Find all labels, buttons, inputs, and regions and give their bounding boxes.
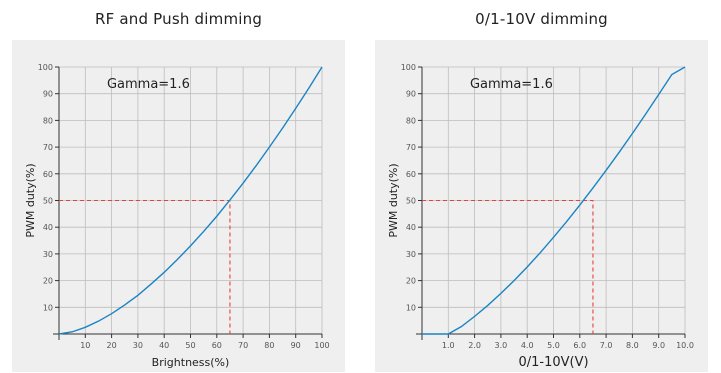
y-tick-label: 90 bbox=[406, 90, 416, 99]
x-tick-label: 70 bbox=[238, 341, 248, 350]
x-tick-label: 10.0 bbox=[676, 341, 694, 350]
y-tick-label: 50 bbox=[43, 197, 53, 206]
x-tick-label: 9.0 bbox=[652, 341, 665, 350]
x-tick-label: 3.0 bbox=[495, 341, 508, 350]
x-tick-label: 8.0 bbox=[626, 341, 639, 350]
reference-guide-line bbox=[59, 199, 231, 334]
x-axis-title: Brightness(%) bbox=[152, 356, 230, 369]
x-tick-label: 80 bbox=[264, 341, 274, 350]
x-tick-label: 50 bbox=[185, 341, 195, 350]
x-tick-label: 10 bbox=[80, 341, 90, 350]
x-tick-label: 6.0 bbox=[573, 341, 586, 350]
x-tick-label: 100 bbox=[314, 341, 329, 350]
reference-guide-line bbox=[422, 199, 594, 334]
y-tick-label: 70 bbox=[43, 143, 53, 152]
y-tick-label: 40 bbox=[43, 223, 53, 232]
y-tick-label: 30 bbox=[406, 250, 416, 259]
y-tick-label: 20 bbox=[406, 277, 416, 286]
y-tick-label: 100 bbox=[401, 63, 416, 72]
gamma-annotation: Gamma=1.6 bbox=[107, 77, 190, 92]
chart-panel-rf-push: 10 20 30 40 50 60 70 80 90 100 10 20 30 40 50 60 70 80 90 1… bbox=[12, 40, 345, 372]
x-tick-label: 60 bbox=[212, 341, 222, 350]
x-tick-label: 90 bbox=[291, 341, 301, 350]
x-tick-label: 30 bbox=[133, 341, 143, 350]
y-tick-label: 40 bbox=[406, 223, 416, 232]
y-tick-label: 80 bbox=[43, 116, 53, 125]
series-line-pwm-duty bbox=[58, 66, 323, 335]
y-axis-title: PWM duty(%) bbox=[24, 163, 37, 237]
y-tick-label: 60 bbox=[406, 170, 416, 179]
y-tick-label: 100 bbox=[38, 63, 53, 72]
y-tick-label: 30 bbox=[43, 250, 53, 259]
chart-title-rf-push: RF and Push dimming bbox=[94, 10, 263, 28]
x-tick-label: 2.0 bbox=[468, 341, 481, 350]
x-tick-label: 40 bbox=[159, 341, 169, 350]
x-tick-label: 4.0 bbox=[521, 341, 534, 350]
y-tick-label: 80 bbox=[406, 116, 416, 125]
series-line-pwm-duty bbox=[422, 66, 686, 335]
y-tick-label: 20 bbox=[43, 277, 53, 286]
y-tick-label: 90 bbox=[43, 90, 53, 99]
y-tick-label: 10 bbox=[43, 303, 53, 312]
x-tick-label: 20 bbox=[107, 341, 117, 350]
chart-svg-0-10v: 1.0 2.0 3.0 4.0 5.0 6.0 7.0 8.0 9.0 10.0 10 20 30 40 5… bbox=[387, 63, 694, 370]
chart-svg-rf-push: 10 20 30 40 50 60 70 80 90 100 10 20 30 40 50 60 70 80 90 1… bbox=[24, 63, 330, 369]
x-tick-label: 7.0 bbox=[600, 341, 613, 350]
y-tick-label: 10 bbox=[406, 303, 416, 312]
y-tick-label: 60 bbox=[43, 170, 53, 179]
gamma-annotation: Gamma=1.6 bbox=[470, 77, 553, 92]
y-axis-title: PWM duty(%) bbox=[387, 163, 400, 237]
y-tick-label: 70 bbox=[406, 143, 416, 152]
chart-panel-0-10v: 1.0 2.0 3.0 4.0 5.0 6.0 7.0 8.0 9.0 10.0 10 20 30 40 5… bbox=[375, 40, 708, 372]
x-tick-label: 5.0 bbox=[547, 341, 560, 350]
x-tick-label: 1.0 bbox=[442, 341, 455, 350]
chart-title-0-10v: 0/1-10V dimming bbox=[475, 10, 608, 28]
y-tick-label: 50 bbox=[406, 197, 416, 206]
x-axis-title: 0/1-10V(V) bbox=[518, 355, 588, 370]
